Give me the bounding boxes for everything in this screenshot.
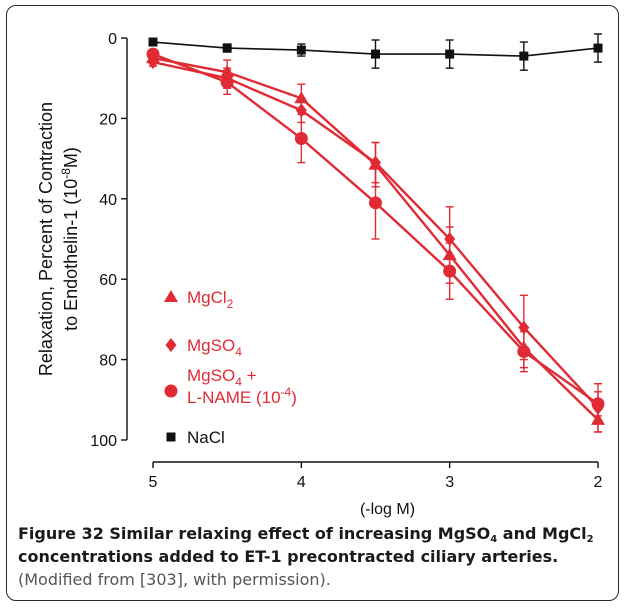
legend-item-mgso4: MgSO4 [165, 336, 242, 359]
y-tick-label: 60 [99, 272, 117, 289]
x-tick-label: 2 [594, 474, 603, 491]
legend-marker [166, 432, 176, 442]
legend-label: NaCl [187, 428, 225, 447]
data-point [220, 75, 234, 89]
y-tick-label: 80 [99, 353, 117, 370]
y-axis-label-line2: to Endothelin-1 (10-8M) [59, 147, 81, 331]
data-point [517, 345, 531, 359]
x-axis-label: (-log M) [360, 501, 415, 518]
y-tick-label: 0 [108, 31, 117, 48]
data-point [148, 37, 158, 47]
series-nacl [148, 33, 603, 71]
data-point [369, 196, 382, 210]
data-point [371, 49, 380, 59]
data-point [296, 45, 306, 55]
y-axis-label-line1: Relaxation, Percent of Contraction [36, 102, 56, 376]
legend-item-nacl: NaCl [166, 428, 225, 447]
x-tick-label: 5 [149, 474, 158, 491]
legend-item-mgso4-lname: MgSO4 +L-NAME (10-4) [164, 366, 297, 407]
data-point [222, 43, 232, 53]
data-point [593, 43, 603, 53]
data-point [146, 47, 160, 61]
data-point [294, 132, 308, 145]
legend-label: MgCl2 [187, 288, 234, 311]
data-point [443, 264, 457, 278]
legend-label: MgSO4 + [187, 366, 257, 389]
chart: 0 20 40 60 80 100 5 4 3 2 (-log M) Relaxation, Perc… [36, 31, 605, 518]
series-mgso4-l-name-10-4 [146, 47, 605, 417]
figure-caption: Figure 32 Similar relaxing effect of inc… [18, 522, 613, 591]
legend-marker [164, 384, 178, 398]
legend: MgCl2 MgSO4 MgSO4 +L-NAME (10-4) NaCl [164, 288, 297, 447]
data-point [519, 51, 529, 61]
legend-label: MgSO4 [187, 336, 242, 359]
legend-marker [165, 338, 177, 352]
data-point [591, 397, 605, 411]
x-tick-label: 3 [445, 474, 454, 491]
legend-label-line2: L-NAME (10-4) [187, 385, 297, 407]
data-point [445, 49, 455, 59]
y-tick-label: 20 [99, 111, 117, 128]
data-point [294, 91, 309, 104]
figure-frame [6, 5, 619, 601]
y-tick-label: 100 [90, 433, 117, 450]
y-tick-label: 40 [99, 192, 117, 209]
caption-source: (Modified from [303], with permission). [18, 570, 331, 589]
legend-marker [164, 290, 178, 302]
x-tick-label: 4 [297, 474, 306, 491]
caption-title: Figure 32 Similar relaxing effect of inc… [18, 524, 594, 566]
legend-item-mgcl2: MgCl2 [164, 288, 234, 311]
